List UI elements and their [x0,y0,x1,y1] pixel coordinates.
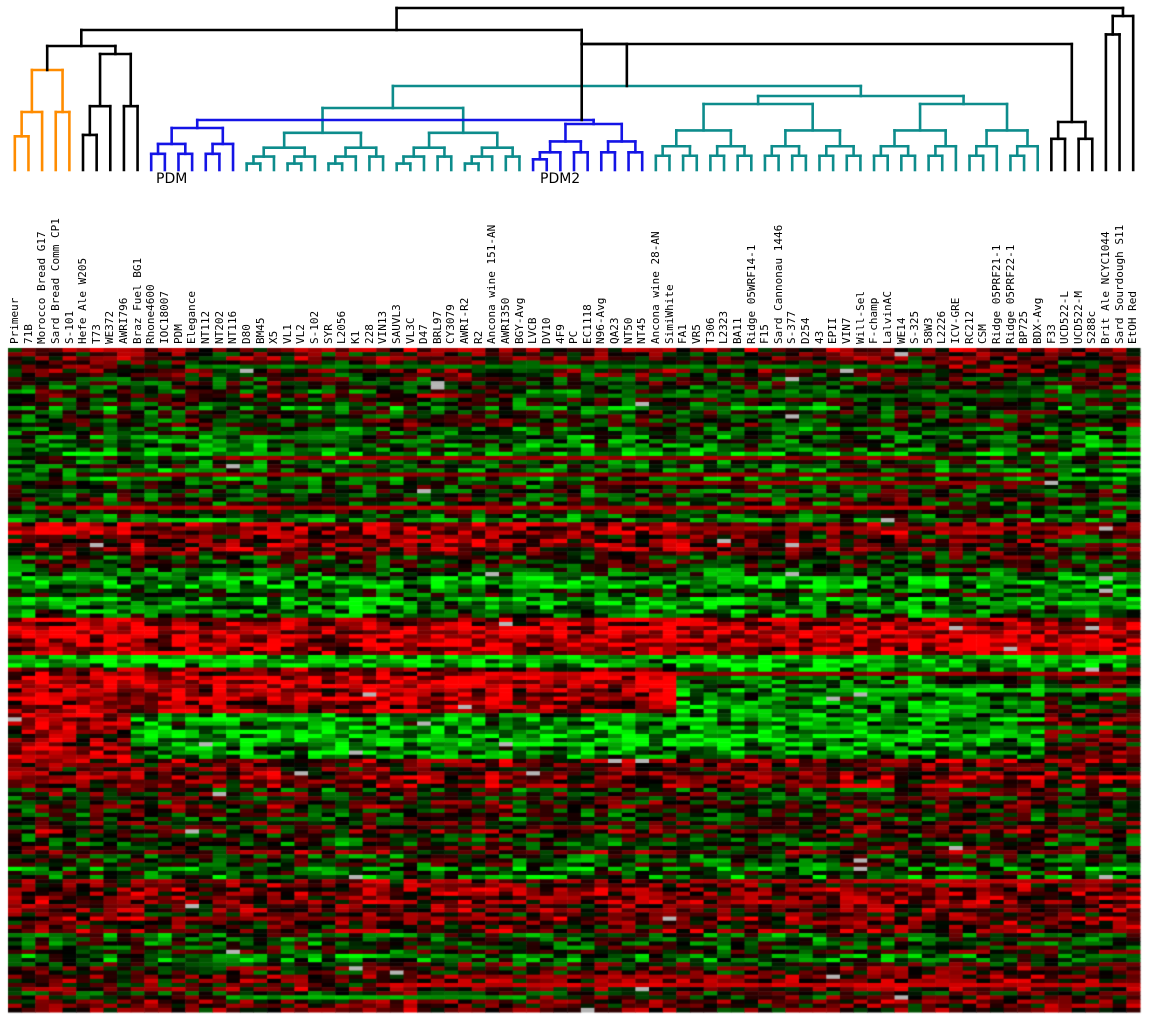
clustered-heatmap-figure: PDM PDM2 Primeur71BMorocco Bread G17Sard… [0,0,1152,1018]
heatmap-canvas [0,0,1152,1018]
